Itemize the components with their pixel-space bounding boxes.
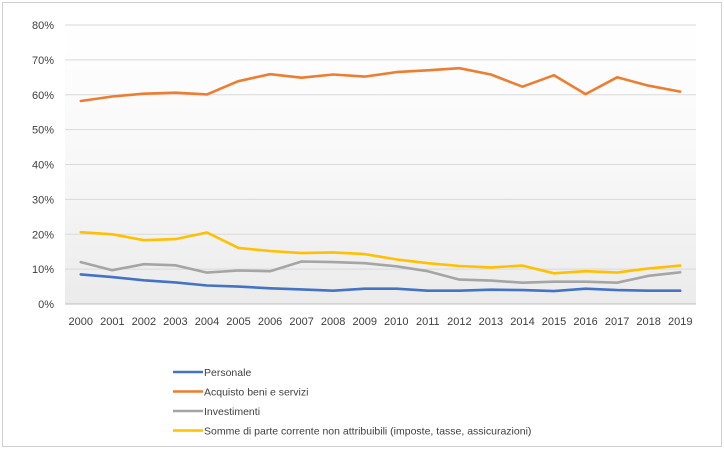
legend-label: Acquisto beni e servizi [204,387,308,399]
legend-label: Investimenti [204,406,260,418]
x-tick-label: 2006 [258,316,282,328]
y-tick-label: 80% [32,20,54,32]
series-line-1 [79,273,682,293]
legend-item: Acquisto beni e servizi [173,387,308,399]
legend-item: Somme di parte corrente non attribuibili… [173,426,531,438]
y-tick-label: 0% [38,299,54,311]
x-tick-label: 2001 [100,316,124,328]
x-tick-label: 2002 [132,316,156,328]
y-tick-label: 40% [32,160,54,172]
legend-item: Personale [173,367,251,379]
x-tick-label: 2003 [163,316,187,328]
x-tick-label: 2013 [479,316,503,328]
x-tick-label: 2008 [321,316,345,328]
legend-item: Investimenti [173,406,260,418]
x-tick-label: 2019 [668,316,692,328]
x-tick-label: 2011 [416,316,440,328]
x-tick-label: 2007 [289,316,313,328]
series-lines [79,66,682,293]
x-axis: 2000 2001 2002 2003 2004 2005 2006 2007 2008 2009… [69,316,693,328]
series-line-3 [79,260,682,285]
x-tick-label: 2015 [542,316,566,328]
gridlines [65,24,696,305]
x-tick-label: 2012 [447,316,471,328]
y-axis: 0% 10% 20% 30% 40% 50% 60% 70% 80% [32,20,54,311]
x-tick-label: 2004 [195,316,219,328]
legend-label: Personale [204,367,251,379]
y-tick-label: 30% [32,194,54,206]
x-tick-label: 2014 [510,316,534,328]
x-tick-label: 2010 [384,316,408,328]
y-tick-label: 70% [32,55,54,67]
y-tick-label: 60% [32,90,54,102]
y-tick-label: 50% [32,125,54,137]
x-tick-label: 2016 [573,316,597,328]
series-line-2 [79,66,682,103]
line-chart: 0%10%20%30%40%50%60%70%80% 2000 2001 2002 2… [32,20,696,438]
x-tick-label: 2005 [226,316,250,328]
x-tick-label: 2017 [605,316,629,328]
x-tick-label: 2009 [352,316,376,328]
series-line-4 [79,230,682,275]
legend-label: Somme di parte corrente non attribuibili… [204,426,531,438]
y-tick-label: 20% [32,229,54,241]
y-tick-label: 10% [32,264,54,276]
x-tick-label: 2000 [69,316,93,328]
x-tick-label: 2018 [636,316,660,328]
legend: Personale Acquisto beni e servizi Investim… [173,367,531,438]
